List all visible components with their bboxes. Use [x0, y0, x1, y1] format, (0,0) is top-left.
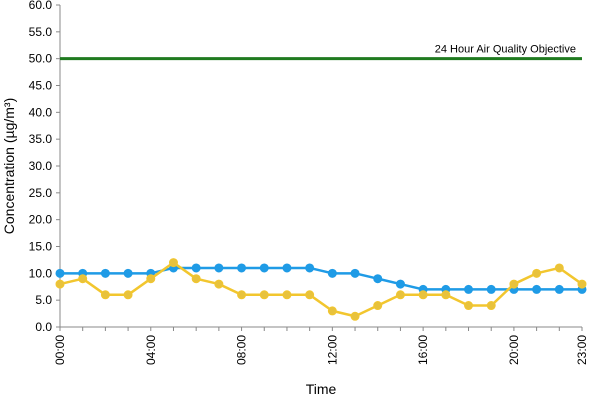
data-point: [305, 263, 315, 273]
data-point: [123, 268, 133, 278]
x-axis-ticks: 00:00 04:00 08:00 12:00 16:00 20:00 23:00: [53, 327, 589, 365]
data-point: [395, 279, 405, 289]
data-point: [282, 263, 292, 273]
data-point: [55, 268, 65, 278]
data-point: [373, 274, 383, 284]
data-point: [146, 274, 156, 284]
data-point: [486, 301, 496, 311]
y-tick-label: 40.0: [29, 105, 53, 119]
x-tick-label: 16:00: [416, 335, 430, 365]
x-axis-title: Time: [306, 381, 337, 397]
data-point: [191, 263, 201, 273]
y-tick-label: 5.0: [35, 293, 52, 307]
data-point: [509, 279, 519, 289]
y-tick-label: 0.0: [35, 320, 52, 334]
y-tick-label: 15.0: [29, 240, 53, 254]
data-point: [486, 284, 496, 294]
y-axis-ticks: 0.0 5.0 10.0 15.0 20.0 25.0 30.0 35.0 40.0 45.0 50…: [29, 0, 60, 334]
data-point: [464, 301, 474, 311]
series-line: [59, 261, 583, 318]
y-tick-label: 55.0: [29, 25, 53, 39]
y-tick-label: 20.0: [29, 213, 53, 227]
series-2: [55, 258, 587, 321]
data-point: [350, 311, 360, 321]
x-tick-label: 08:00: [235, 335, 249, 365]
data-point: [464, 284, 474, 294]
x-tick-label: 00:00: [53, 335, 67, 365]
data-point: [100, 268, 110, 278]
y-tick-label: 35.0: [29, 132, 53, 146]
data-point: [327, 268, 337, 278]
y-tick-label: 50.0: [29, 52, 53, 66]
data-point: [259, 290, 269, 300]
data-point: [237, 263, 247, 273]
y-tick-label: 30.0: [29, 159, 53, 173]
y-axis-title: Concentration (µg/m³): [1, 98, 17, 234]
data-point: [214, 263, 224, 273]
x-tick-label: 23:00: [575, 335, 589, 365]
data-point: [78, 274, 88, 284]
y-tick-label: 45.0: [29, 79, 53, 93]
data-point: [282, 290, 292, 300]
data-point: [577, 279, 587, 289]
data-point: [441, 290, 451, 300]
data-point: [214, 279, 224, 289]
y-tick-label: 10.0: [29, 266, 53, 280]
data-point: [373, 301, 383, 311]
data-point: [554, 263, 564, 273]
series-1: [55, 263, 587, 294]
data-point: [395, 290, 405, 300]
data-point: [100, 290, 110, 300]
data-point: [554, 284, 564, 294]
series-layer: [55, 258, 587, 321]
data-point: [55, 279, 65, 289]
x-tick-label: 04:00: [144, 335, 158, 365]
data-point: [259, 263, 269, 273]
x-tick-label: 12:00: [325, 335, 339, 365]
data-point: [237, 290, 247, 300]
objective-label: 24 Hour Air Quality Objective: [435, 44, 576, 56]
data-point: [191, 274, 201, 284]
data-point: [418, 290, 428, 300]
data-point: [532, 284, 542, 294]
data-point: [123, 290, 133, 300]
x-tick-label: 20:00: [507, 335, 521, 365]
data-point: [532, 268, 542, 278]
data-point: [350, 268, 360, 278]
data-point: [168, 258, 178, 268]
data-point: [305, 290, 315, 300]
y-tick-label: 25.0: [29, 186, 53, 200]
data-point: [327, 306, 337, 316]
y-tick-label: 60.0: [29, 0, 53, 12]
